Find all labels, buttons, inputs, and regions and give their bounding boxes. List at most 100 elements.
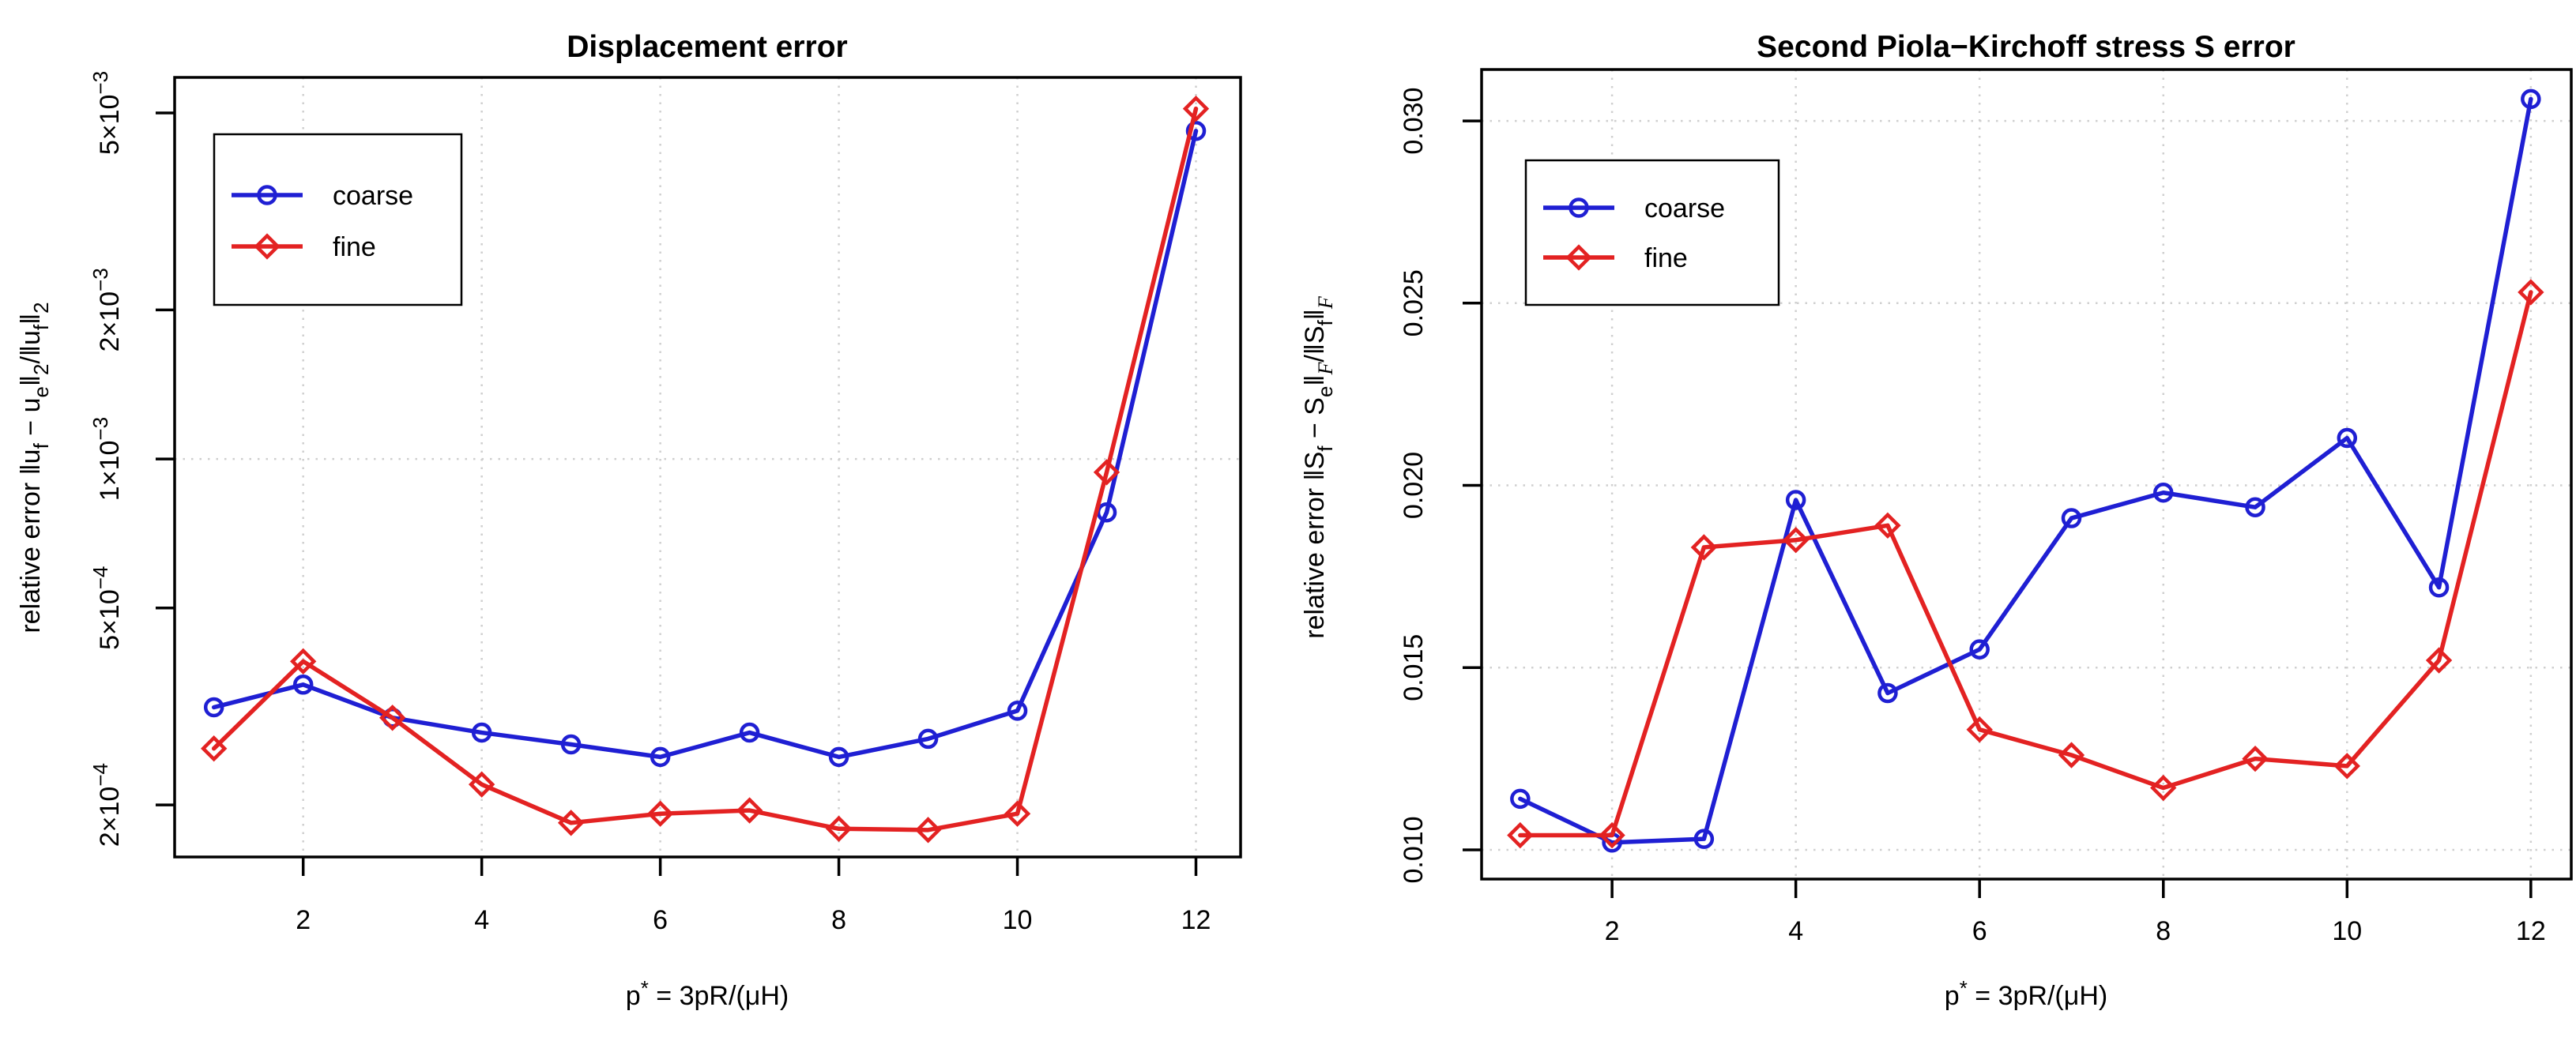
legend-marker-coarse (257, 185, 277, 205)
x-axis: 2 4 6 8 10 12 (1605, 879, 2546, 946)
series-fine-marker-9 (914, 817, 942, 844)
series-coarse-marker-4 (1785, 490, 1806, 510)
y-tick-label: 5×10−3 (89, 71, 125, 155)
chart-title: Displacement error (567, 30, 847, 64)
series-coarse-marker-8 (2152, 483, 2174, 503)
series-coarse-marker-5 (560, 734, 582, 755)
series-coarse-marker-2 (292, 675, 314, 695)
series-fine (1507, 279, 2544, 849)
series-fine-marker-1 (201, 735, 228, 762)
x-tick-label: 10 (2332, 916, 2362, 946)
legend-marker-fine (1565, 244, 1592, 271)
series-fine-marker-12 (2518, 279, 2544, 306)
series-fine-marker-12 (1182, 95, 1210, 122)
series-coarse-marker-6 (650, 746, 671, 768)
series-fine-marker-8 (825, 815, 853, 842)
series-coarse-marker-4 (471, 722, 492, 743)
series-coarse-marker-7 (2061, 508, 2082, 528)
x-tick-label: 4 (474, 905, 489, 935)
series-fine-marker-11 (1093, 459, 1120, 486)
legend-label-coarse: coarse (1644, 194, 1725, 224)
series-coarse (1510, 88, 2541, 853)
legend: coarse fine (213, 133, 463, 306)
series-coarse-marker-12 (2521, 88, 2541, 110)
series-coarse-line (211, 128, 1199, 760)
series-coarse-marker-10 (1007, 701, 1028, 721)
y-tick-label: 0.010 (1399, 816, 1429, 883)
series-fine-marker-3 (1690, 534, 1718, 561)
series-fine-marker-5 (1874, 512, 1901, 539)
series-fine-marker-3 (378, 705, 406, 731)
legend-box (213, 133, 463, 306)
y-axis: 0.010 0.015 0.020 0.025 0.030 (1399, 88, 1482, 884)
series-coarse (203, 120, 1207, 768)
legend-box (1524, 159, 1780, 306)
x-axis-label: p* = 3pR/(μH) (626, 976, 789, 1011)
y-tick-label: 0.020 (1399, 452, 1429, 519)
stress-error-chart-svg: 2 4 6 8 10 12 0.010 0.015 0.020 0.025 0.030 Second … (1300, 30, 2573, 1011)
series-coarse-marker-5 (1877, 682, 1898, 704)
series-fine-marker-10 (2333, 753, 2360, 780)
series-fine-marker-7 (736, 797, 763, 824)
series-fine-marker-6 (1966, 716, 1993, 743)
x-axis-label: p* = 3pR/(μH) (1945, 976, 2107, 1011)
series-fine-marker-8 (2150, 774, 2177, 802)
series-coarse-marker-9 (917, 728, 939, 750)
series-fine (201, 95, 1210, 844)
displacement-error-chart-svg: 2 4 6 8 10 12 5×10−3 2×10−3 1×10−3 5×10−4 2×10−4 Di… (16, 30, 1242, 1011)
y-tick-label: 2×10−4 (89, 763, 125, 847)
legend-label-coarse: coarse (333, 181, 413, 211)
legend-label-fine: fine (333, 232, 376, 262)
series-fine-marker-4 (468, 771, 495, 798)
gridlines (175, 77, 1241, 857)
y-axis: 5×10−3 2×10−3 1×10−3 5×10−4 2×10−4 (89, 71, 175, 847)
series-fine-line (1518, 290, 2533, 838)
x-tick-label: 2 (1605, 916, 1620, 946)
series-coarse-marker-1 (1510, 788, 1531, 810)
legend: coarse fine (1524, 159, 1780, 306)
series-coarse-marker-10 (2337, 427, 2358, 449)
x-tick-label: 10 (1003, 905, 1033, 935)
y-axis-label: relative error ‖uf − ue‖2/‖uf‖2 (16, 302, 53, 633)
x-tick-label: 12 (2516, 916, 2546, 946)
series-fine-marker-11 (2425, 647, 2453, 674)
x-tick-label: 6 (653, 905, 668, 935)
y-tick-label: 5×10−4 (89, 566, 125, 650)
series-fine-marker-1 (1507, 821, 1534, 849)
legend-marker-coarse (1569, 197, 1589, 218)
y-tick-label: 0.030 (1399, 88, 1429, 155)
x-tick-label: 8 (831, 905, 846, 935)
series-coarse-marker-9 (2245, 497, 2265, 517)
plot-box (1480, 68, 2573, 881)
series-fine-marker-7 (2058, 742, 2085, 769)
x-tick-label: 4 (1788, 916, 1803, 946)
legend-label-fine: fine (1644, 243, 1688, 273)
series-coarse-marker-7 (739, 722, 760, 743)
series-coarse-marker-12 (1185, 120, 1207, 141)
x-tick-label: 6 (1972, 916, 1987, 946)
chart-title: Second Piola−Kirchoff stress S error (1757, 30, 2295, 64)
series-coarse-marker-3 (1693, 829, 1715, 849)
series-fine-marker-6 (646, 800, 674, 827)
x-axis: 2 4 6 8 10 12 (296, 857, 1211, 935)
series-fine-marker-2 (1599, 821, 1625, 849)
series-fine-marker-4 (1782, 527, 1810, 554)
series-coarse-marker-11 (2428, 577, 2450, 598)
series-coarse-marker-1 (203, 697, 224, 718)
stress-error-chart: 2 4 6 8 10 12 0.010 0.015 0.020 0.025 0.030 Second … (1288, 0, 2576, 1041)
series-coarse-marker-6 (1969, 639, 1990, 660)
y-tick-label: 0.015 (1399, 634, 1429, 701)
y-tick-label: 0.025 (1399, 269, 1429, 336)
x-tick-label: 2 (296, 905, 311, 935)
series-fine-marker-2 (290, 648, 317, 675)
series-fine-marker-5 (557, 810, 585, 836)
plot-box (173, 76, 1242, 859)
x-tick-label: 8 (2156, 916, 2171, 946)
y-axis-label: relative error ‖Sf − Se‖F/‖Sf‖F (1300, 295, 1337, 639)
y-tick-label: 1×10−3 (89, 417, 125, 501)
displacement-error-chart: 2 4 6 8 10 12 5×10−3 2×10−3 1×10−3 5×10−4 2×10−4 Di… (16, 30, 1242, 1011)
series-fine-marker-10 (1004, 800, 1031, 827)
y-tick-label: 2×10−3 (89, 268, 125, 351)
series-fine-line (211, 106, 1199, 832)
